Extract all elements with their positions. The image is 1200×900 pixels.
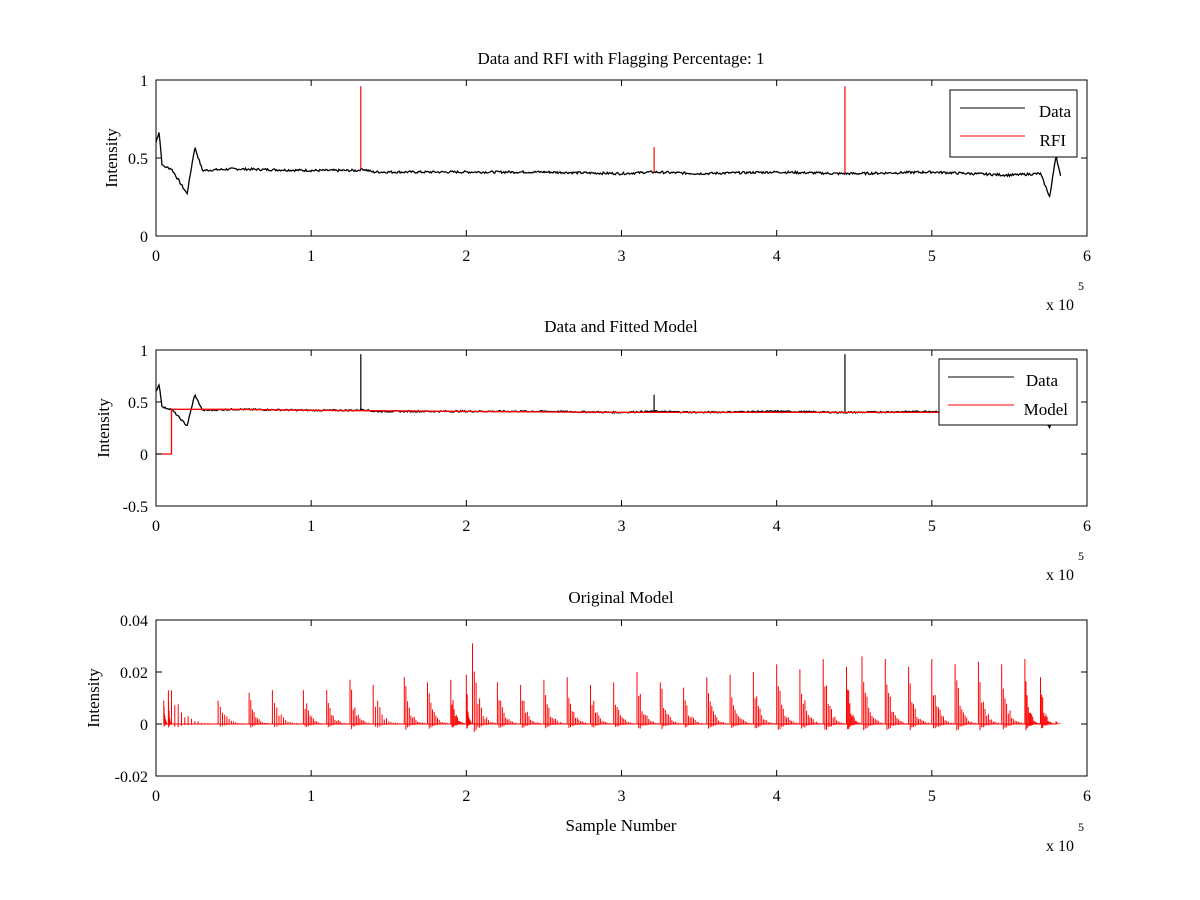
x-tick-label: 5 [928,518,936,535]
subplot-3-ylabel: Intensity [84,668,103,728]
x-tick-label: 5 [928,788,936,805]
x-tick-label: 2 [462,518,470,535]
x-tick-label: 2 [462,248,470,265]
subplot-3-x-multiplier: x 10 [1046,838,1074,855]
x-tick-label: 0 [152,788,160,805]
y-tick-label: 0 [140,717,148,734]
y-tick-label: 0 [140,447,148,464]
x-tick-label: 1 [307,518,315,535]
subplot-3-xlabel: Sample Number [566,816,677,835]
subplot-2-yticks: -0.5 0 0.5 1 [123,343,1087,516]
y-tick-label: 0.5 [128,395,148,412]
x-tick-label: 3 [618,248,626,265]
x-tick-label: 3 [618,518,626,535]
x-tick-label: 1 [307,248,315,265]
subplot-2-x-multiplier-exp: 5 [1078,549,1084,563]
subplot-2-plot [155,354,1062,455]
subplot-2-xticks: 0 1 2 3 4 5 6 [152,350,1091,535]
subplot-3-plot [163,643,1064,732]
x-tick-label: 2 [462,788,470,805]
subplot-1-legend[interactable]: Data RFI [949,89,1078,158]
subplot-3-title: Original Model [568,588,674,607]
x-tick-label: 4 [773,788,781,805]
y-tick-label: 0.04 [120,613,148,630]
legend-model-label: Model [1024,400,1069,419]
subplot-3-xticks: 0 1 2 3 4 5 6 [152,620,1091,805]
x-tick-label: 3 [618,788,626,805]
subplot-1: Data and RFI with Flagging Percentage: 1… [102,49,1091,314]
x-tick-label: 6 [1083,788,1091,805]
subplot-1-yticks: 00.51 [128,73,1087,246]
y-tick-label: -0.02 [115,769,148,786]
subplot-2-x-multiplier: x 10 [1046,567,1074,584]
y-tick-label: 1 [140,73,148,90]
subplot-1-plot [155,86,1062,198]
x-tick-label: 0 [152,518,160,535]
model-line [156,408,1061,455]
subplot-1-title: Data and RFI with Flagging Percentage: 1 [477,49,764,68]
subplot-2-legend-box [938,358,1078,426]
legend-data-label: Data [1026,371,1059,390]
subplot-2-legend[interactable]: Data Model [938,358,1078,426]
subplot-1-x-multiplier-exp: 5 [1078,279,1084,293]
subplot-1-ylabel: Intensity [102,128,121,188]
model-spikes [163,643,1064,732]
subplot-1-legend-box [949,89,1078,158]
x-tick-label: 6 [1083,248,1091,265]
subplot-3-yticks: -0.02 0 0.02 0.04 [115,613,1087,786]
subplot-2-ylabel: Intensity [94,398,113,458]
legend-rfi-label: RFI [1040,131,1067,150]
subplot-1-x-multiplier: x 10 [1046,297,1074,314]
x-tick-label: 5 [928,248,936,265]
x-tick-label: 4 [773,248,781,265]
x-tick-label: 6 [1083,518,1091,535]
subplot-1-xticks: 0 1 2 3 4 5 6 [152,80,1091,265]
y-tick-label: 0 [140,229,148,246]
y-tick-label: 0.02 [120,665,148,682]
subplot-3-x-multiplier-exp: 5 [1078,820,1084,834]
y-tick-label: -0.5 [123,499,148,516]
legend-data-label: Data [1039,102,1072,121]
x-tick-label: 1 [307,788,315,805]
data-line [155,132,1062,198]
subplot-2-title: Data and Fitted Model [544,317,698,336]
x-tick-label: 4 [773,518,781,535]
y-tick-label: 0.5 [128,151,148,168]
y-tick-label: 1 [140,343,148,360]
x-tick-label: 0 [152,248,160,265]
